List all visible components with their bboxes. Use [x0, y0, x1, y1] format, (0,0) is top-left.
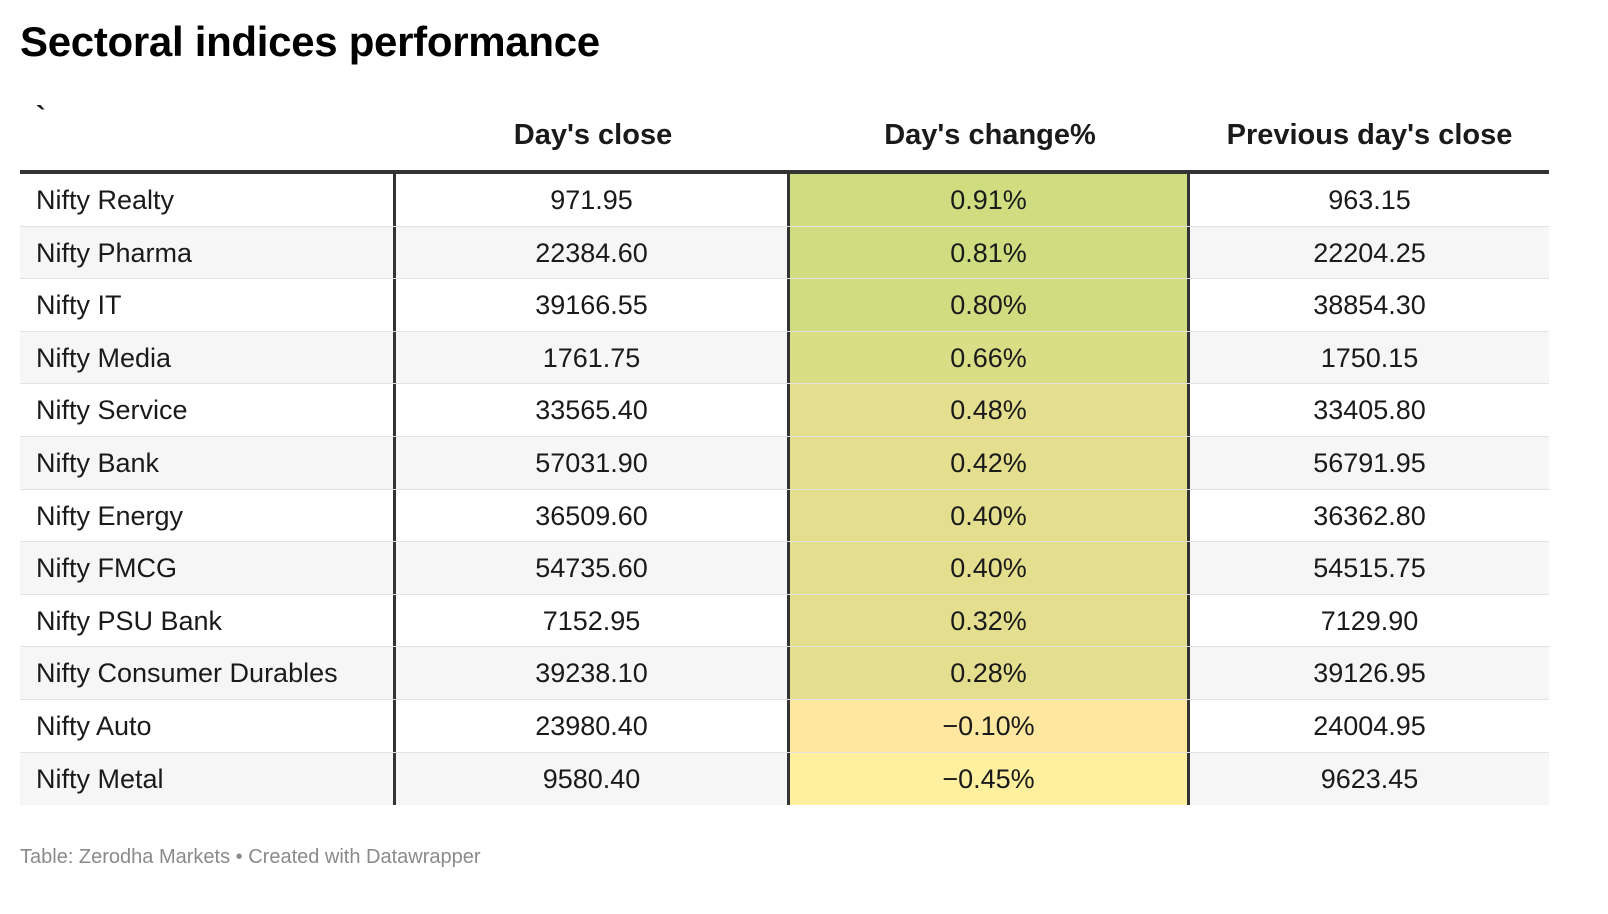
cell-days-close: 39238.10 [396, 647, 790, 699]
cell-previous-close: 39126.95 [1313, 658, 1426, 689]
cell-previous-close: 56791.95 [1313, 447, 1426, 478]
table-header: ` Day's close Day's change% Previous day… [20, 101, 1549, 174]
cell-index-name: Nifty IT [20, 279, 396, 331]
cell-days-close: 54735.60 [396, 542, 790, 594]
cell-previous-close: 9623.45 [1320, 763, 1419, 794]
cell-index-name: Nifty FMCG [20, 542, 396, 594]
cell-index-name: Nifty Auto [20, 699, 396, 752]
cell-days-close: 971.95 [396, 174, 790, 226]
cell-index-name: Nifty Metal [20, 752, 396, 806]
cell-index-name: Nifty Realty [20, 174, 396, 226]
source-footer: Table: Zerodha Markets • Created with Da… [20, 846, 481, 868]
cell-previous-close: 7129.90 [1320, 605, 1419, 636]
cell-days-change: −0.10% [790, 699, 1190, 752]
cell-days-close: 36509.60 [396, 489, 790, 542]
column-header-days-change[interactable]: Day's change% [884, 119, 1096, 151]
cell-previous-close: 22204.25 [1313, 237, 1426, 268]
cell-index-name: Nifty Media [20, 331, 396, 384]
cell-previous-close: 33405.80 [1313, 395, 1426, 426]
cell-days-change: 0.48% [790, 384, 1190, 436]
cell-days-change: 0.32% [790, 594, 1190, 647]
cell-previous-close: 963.15 [1328, 185, 1411, 215]
cell-index-name: Nifty Pharma [20, 226, 396, 279]
table-row: Nifty Metal 9580.40 −0.45% 9623.45 [20, 752, 1549, 806]
table-row: Nifty FMCG 54735.60 0.40% 54515.75 [20, 542, 1549, 595]
cell-days-change: 0.81% [790, 226, 1190, 279]
cell-previous-close: 36362.80 [1313, 500, 1426, 531]
cell-days-change: 0.80% [790, 279, 1190, 331]
table-row: Nifty Bank 57031.90 0.42% 56791.95 [20, 436, 1549, 490]
table-row: Nifty IT 39166.55 0.80% 38854.30 [20, 279, 1549, 332]
table-body: Nifty Realty 971.95 0.91% 963.15 Nifty Pharm… [20, 174, 1549, 806]
table-row: Nifty Pharma 22384.60 0.81% 22204.25 [20, 226, 1549, 280]
cell-previous-close: 24004.95 [1313, 710, 1426, 741]
table-row: Nifty Media 1761.75 0.66% 1750.15 [20, 331, 1549, 385]
cell-days-change: −0.45% [790, 752, 1190, 806]
table-row: Nifty Energy 36509.60 0.40% 36362.80 [20, 489, 1549, 543]
chart-title: Sectoral indices performance [20, 18, 600, 65]
cell-days-close: 33565.40 [396, 384, 790, 436]
table-row: Nifty PSU Bank 7152.95 0.32% 7129.90 [20, 594, 1549, 648]
cell-previous-close: 1750.15 [1320, 342, 1419, 373]
cell-previous-close: 38854.30 [1313, 290, 1426, 321]
cell-days-close: 1761.75 [396, 331, 790, 384]
cell-index-name: Nifty PSU Bank [20, 594, 396, 647]
cell-index-name: Nifty Bank [20, 436, 396, 489]
cell-days-close: 39166.55 [396, 279, 790, 331]
cell-days-change: 0.40% [790, 542, 1190, 594]
column-header-previous-close[interactable]: Previous day's close [1226, 119, 1513, 151]
cell-days-close: 7152.95 [396, 594, 790, 647]
cell-days-change: 0.66% [790, 331, 1190, 384]
table-row: Nifty Consumer Durables 39238.10 0.28% 3912… [20, 647, 1549, 700]
cell-days-close: 57031.90 [396, 436, 790, 489]
cell-index-name: Nifty Energy [20, 489, 396, 542]
cell-index-name: Nifty Service [20, 384, 396, 436]
cell-previous-close: 54515.75 [1313, 553, 1426, 584]
cell-index-name: Nifty Consumer Durables [20, 647, 396, 699]
cell-days-close: 9580.40 [396, 752, 790, 806]
column-header-index[interactable]: ` [36, 101, 46, 133]
table-row: Nifty Realty 971.95 0.91% 963.15 [20, 174, 1549, 227]
table-row: Nifty Auto 23980.40 −0.10% 24004.95 [20, 699, 1549, 753]
cell-days-change: 0.40% [790, 489, 1190, 542]
cell-days-change: 0.42% [790, 436, 1190, 489]
table-row: Nifty Service 33565.40 0.48% 33405.80 [20, 384, 1549, 437]
sectoral-table: ` Day's close Day's change% Previous day… [20, 101, 1549, 806]
cell-days-change: 0.28% [790, 647, 1190, 699]
column-header-days-close[interactable]: Day's close [513, 119, 673, 151]
cell-days-close: 22384.60 [396, 226, 790, 279]
cell-days-change: 0.91% [790, 174, 1190, 226]
cell-days-close: 23980.40 [396, 699, 790, 752]
